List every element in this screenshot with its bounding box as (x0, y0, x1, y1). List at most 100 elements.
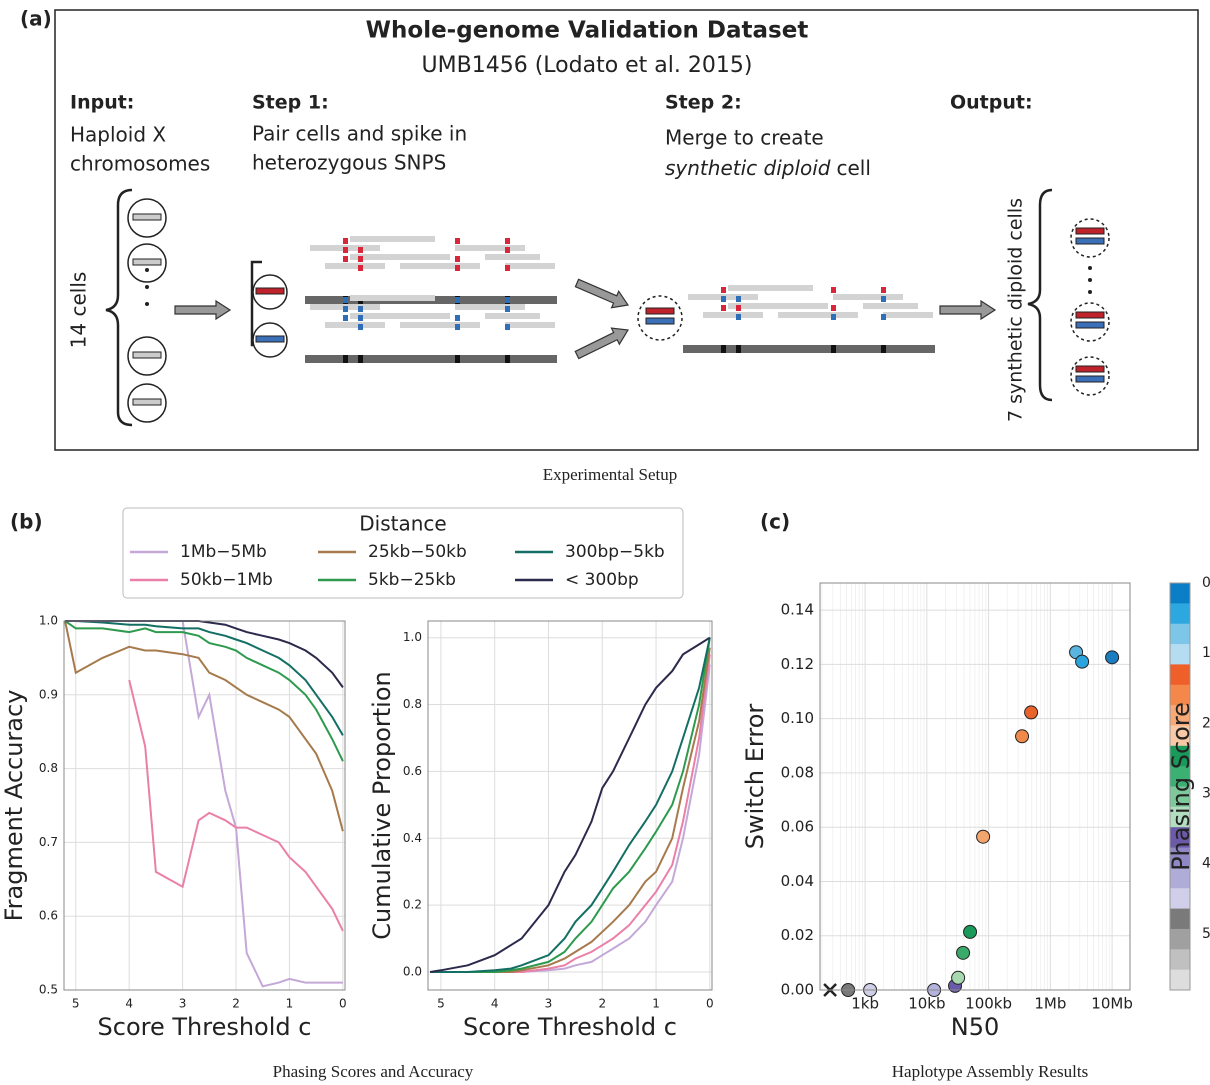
read (325, 263, 385, 269)
snp (358, 265, 363, 271)
colorbar-band (1170, 623, 1190, 645)
y-axis-label: Switch Error (741, 704, 769, 850)
y-tick-label: 0.00 (781, 981, 814, 999)
dot (145, 302, 149, 306)
snp (358, 306, 363, 312)
text: chromosomes (70, 152, 210, 176)
read (833, 294, 903, 300)
snp-ref (455, 355, 460, 363)
series-line (430, 636, 711, 973)
x-tick-label: 5 (72, 997, 80, 1011)
caption: Phasing Scores and Accuracy (273, 1062, 474, 1081)
legend-label: 300bp−5kb (565, 542, 665, 562)
dot (1088, 266, 1092, 270)
heading: Input: (70, 92, 134, 114)
text: cell (837, 156, 871, 180)
x-tick-label: 0 (339, 997, 347, 1011)
read (485, 313, 540, 319)
text: Haploid X (70, 123, 166, 147)
chromosome (255, 287, 285, 295)
x-tick-label: 1 (286, 997, 294, 1011)
y-tick-label: 1.0 (403, 630, 422, 644)
colorbar-band (1170, 969, 1190, 991)
series-line (64, 620, 344, 762)
panel-a: (a) Whole-genome Validation Dataset UMB1… (20, 7, 1199, 484)
x-tick-label: 0 (706, 997, 714, 1011)
chromosome (1075, 237, 1105, 245)
y-tick-label: 0.02 (781, 926, 814, 944)
y-tick-label: 0.2 (403, 898, 422, 912)
snp (343, 247, 348, 253)
y-tick-label: 0.6 (39, 909, 58, 923)
chromosome (132, 351, 162, 359)
colorbar-band (1170, 928, 1190, 950)
colorbar-tick-label: 0 (1202, 575, 1210, 591)
reference (683, 345, 935, 353)
colorbar-band (1170, 603, 1190, 625)
snp (881, 296, 886, 302)
snp-ref (736, 345, 741, 353)
chromosome (1075, 227, 1105, 235)
colorbar-band (1170, 786, 1190, 808)
x-tick-label: 5 (437, 997, 445, 1011)
read (863, 303, 918, 309)
y-tick-label: 0.12 (781, 655, 814, 673)
snp (358, 247, 363, 253)
snp (455, 315, 460, 321)
read (778, 312, 858, 318)
series-line (64, 620, 344, 832)
snp (721, 305, 726, 311)
read (350, 236, 435, 242)
series-line (65, 620, 344, 736)
read (485, 254, 540, 260)
x-axis-label: N50 (951, 1013, 1000, 1041)
snp (736, 296, 741, 302)
colorbar-band (1170, 908, 1190, 930)
x-tick-label: 2 (598, 997, 606, 1011)
y-tick-label: 0.10 (781, 709, 814, 727)
caption: Haplotype Assembly Results (892, 1062, 1088, 1081)
snp (505, 238, 510, 244)
x-tick-label: 4 (491, 997, 499, 1011)
point (1075, 654, 1090, 669)
point (1024, 705, 1039, 720)
snp (736, 305, 741, 311)
read (350, 313, 450, 319)
chromosome (1075, 375, 1105, 383)
chromosome (1075, 321, 1105, 329)
dot (145, 285, 149, 289)
x-tick-label: 3 (179, 997, 187, 1011)
snp (831, 305, 836, 311)
y-tick-label: 0.5 (39, 983, 58, 997)
x-tick-label: 2 (232, 997, 240, 1011)
read (400, 263, 480, 269)
legend-box (122, 507, 684, 599)
colorbar-tick-label: 2 (1202, 715, 1210, 731)
snp (358, 324, 363, 330)
chromosome (255, 335, 285, 343)
y-tick-label: 0.6 (403, 764, 422, 778)
plot-frame (819, 582, 1131, 991)
colorbar-label: Phasing Score (1167, 702, 1195, 871)
y-tick-label: 0.7 (39, 835, 58, 849)
snp-ref (505, 355, 510, 363)
y-tick-label: 0.8 (403, 697, 422, 711)
colorbar-band (1170, 684, 1190, 706)
snp-ref (358, 355, 363, 363)
arrow (574, 278, 630, 309)
count-label: 14 cells (67, 272, 91, 349)
snp (343, 297, 348, 303)
heading: Step 2: (665, 92, 742, 114)
y-tick-label: 0.8 (39, 761, 58, 775)
snp (505, 265, 510, 271)
text: heterozygous SNPS (252, 151, 446, 175)
colorbar-band (1170, 766, 1190, 787)
point (976, 829, 991, 844)
snp (505, 247, 510, 253)
point (951, 970, 966, 985)
panel-label: (a) (20, 7, 52, 31)
read (325, 322, 385, 328)
colorbar-band (1170, 644, 1190, 665)
colorbar-band (1170, 705, 1190, 726)
